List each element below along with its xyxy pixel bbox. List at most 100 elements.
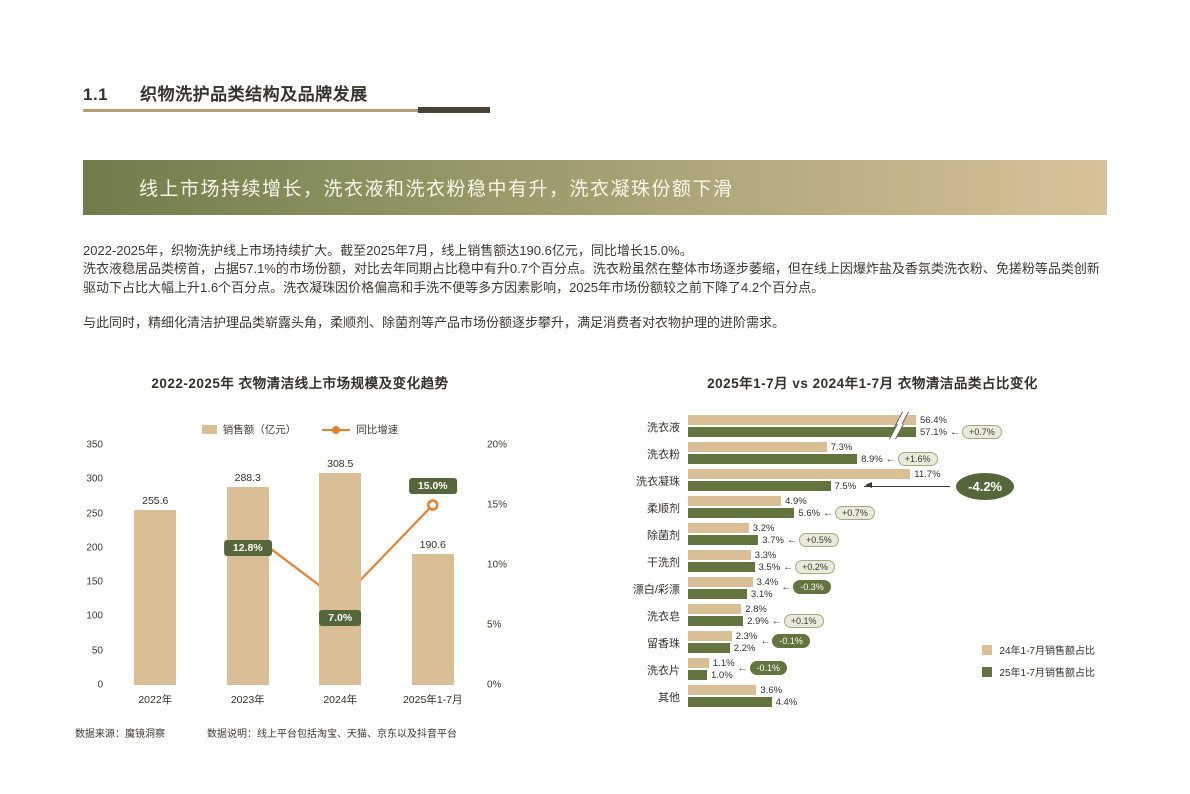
x-axis-label: 2024年 bbox=[323, 694, 358, 706]
category-bars: 3.4% ← -0.3% 3.1% bbox=[688, 576, 1125, 600]
category-row: 柔顺剂 4.9% 5.6% ← +0.7% bbox=[620, 495, 1125, 521]
bar-value-label: 7.3% bbox=[830, 441, 853, 453]
tan-swatch-icon bbox=[982, 644, 993, 655]
growth-rate-label: 15.0% bbox=[408, 478, 457, 494]
body-text: 2022-2025年，织物洗护线上市场持续扩大。截至2025年7月，线上销售额达… bbox=[83, 242, 1109, 333]
section-title: 织物洗护品类结构及品牌发展 bbox=[140, 85, 368, 104]
delta-badge: -0.1% bbox=[749, 660, 788, 676]
legend-label: 同比增速 bbox=[356, 424, 399, 436]
bar-value-label: 288.3 bbox=[234, 472, 261, 485]
delta-badge: -0.3% bbox=[793, 579, 831, 595]
delta-badge: -0.1% bbox=[772, 633, 810, 649]
data-source-note: 数据来源：魔镜洞察 bbox=[75, 729, 165, 740]
bar-line: 3.1% bbox=[688, 588, 1125, 600]
bar-value-label: 190.6 bbox=[419, 539, 446, 552]
category-label: 除菌剂 bbox=[647, 530, 680, 542]
delta-badge-large: -4.2% bbox=[956, 472, 1015, 500]
category-bars: 11.7% 7.5% -4.2% bbox=[688, 468, 1125, 500]
category-label: 洗衣凝珠 bbox=[636, 476, 680, 488]
category-label: 柔顺剂 bbox=[647, 503, 680, 515]
legend-label: 24年1-7月销售额占比 bbox=[999, 646, 1095, 657]
delta-badge: +0.7% bbox=[961, 424, 1002, 440]
underline-thin-bar bbox=[83, 109, 490, 112]
bar-value-label: 3.6% bbox=[760, 684, 783, 696]
bar-value-label: 3.7% bbox=[762, 534, 784, 546]
bar-value-label: 4.4% bbox=[775, 696, 798, 708]
arrow-left-icon: ← bbox=[885, 453, 896, 465]
bar-value-label: 4.9% bbox=[785, 495, 807, 507]
growth-rate-label: 12.8% bbox=[223, 540, 272, 557]
bar-value-label: 5.6% bbox=[798, 507, 821, 519]
y-axis-tick: 100 bbox=[86, 610, 103, 622]
bar-2024 bbox=[688, 577, 753, 587]
growth-rate-label: 7.0% bbox=[319, 610, 362, 626]
bar-line: 8.9% ← +1.6% bbox=[688, 451, 1125, 467]
bar-line: 11.7% bbox=[688, 468, 1125, 480]
y-axis-tick: 350 bbox=[86, 439, 103, 451]
arrow-left-icon: ← bbox=[771, 615, 782, 627]
bar-line: 1.0% bbox=[688, 669, 1125, 681]
bar-value-label: 3.3% bbox=[754, 549, 777, 561]
arrow-left-icon: ← bbox=[786, 534, 797, 546]
y-axis-tick: 20% bbox=[487, 439, 508, 451]
delta-badge: +1.6% bbox=[897, 451, 938, 467]
title-underline bbox=[83, 106, 490, 115]
category-row: 洗衣凝珠 11.7% 7.5% -4.2% bbox=[620, 468, 1125, 500]
bar-value-label: 2.9% bbox=[747, 615, 769, 627]
sales-bar bbox=[319, 473, 362, 685]
y-axis-right: 20% 15% 10% 5% 0% bbox=[479, 440, 519, 691]
y-axis-tick: 150 bbox=[86, 576, 103, 588]
bar-2024 bbox=[688, 631, 732, 641]
category-bars: 1.1% ← -0.1% 1.0% bbox=[688, 657, 1125, 681]
bar-value-label: 3.4% bbox=[756, 576, 779, 588]
arrow-left-icon: ← bbox=[823, 507, 834, 519]
category-bars: 4.9% 5.6% ← +0.7% bbox=[688, 495, 1125, 521]
delta-annotation: ← -0.3% bbox=[778, 579, 831, 595]
bar-line: 57.1% ← +0.7% bbox=[688, 424, 1125, 440]
bar-value-label: 11.7% bbox=[914, 468, 941, 480]
bar-line: 2.3% ← -0.1% bbox=[688, 630, 1125, 649]
bar-2025 bbox=[688, 670, 707, 680]
category-bars: 3.6% 4.4% bbox=[688, 684, 1125, 708]
category-label: 漂白/彩漂 bbox=[632, 584, 680, 596]
bar-2025 bbox=[688, 535, 759, 545]
bar-line: 3.2% bbox=[688, 522, 1125, 534]
category-bars: 2.8% 2.9% ← +0.1% bbox=[688, 603, 1125, 629]
legend-item-2024: 24年1-7月销售额占比 bbox=[982, 642, 1095, 657]
category-label: 干洗剂 bbox=[647, 557, 680, 569]
category-row: 洗衣液 56.4% 57.1% ← +0.7% bbox=[620, 412, 1125, 440]
y-axis-tick: 0 bbox=[97, 679, 103, 691]
bar-value-label: 2.8% bbox=[745, 603, 767, 615]
chart-legend: 24年1-7月销售额占比 25年1-7月销售额占比 bbox=[982, 642, 1095, 686]
legend-label: 销售额（亿元） bbox=[222, 424, 297, 436]
y-axis-tick: 0% bbox=[487, 679, 502, 691]
y-axis-tick: 200 bbox=[86, 542, 103, 554]
delta-annotation: ← -0.1% bbox=[735, 660, 788, 676]
section-number: 1.1 bbox=[83, 85, 109, 104]
bar-line: 3.5% ← +0.2% bbox=[688, 559, 1125, 575]
headline-text: 线上市场持续增长，洗衣液和洗衣粉稳中有升，洗衣凝珠份额下滑 bbox=[139, 179, 734, 200]
bar-value-label: 57.1% bbox=[920, 426, 947, 438]
bar-value-label: 3.2% bbox=[752, 522, 775, 534]
bar-2025 bbox=[688, 616, 744, 626]
bar-line: 2.2% bbox=[688, 642, 1125, 654]
category-bars: 2.3% ← -0.1% 2.2% bbox=[688, 630, 1125, 654]
plot-area: 255.6 288.3 308.5 190.6 12.8% 7.0% 15.0% bbox=[109, 445, 479, 685]
bar-line: 3.4% ← -0.3% bbox=[688, 576, 1125, 595]
x-axis-label: 2023年 bbox=[230, 694, 265, 706]
category-row: 洗衣片 1.1% ← -0.1% 1.0% bbox=[620, 657, 1125, 681]
arrow-left-icon: ← bbox=[760, 635, 771, 647]
bar-value-label: 3.1% bbox=[750, 588, 773, 600]
body-paragraph: 2022-2025年，织物洗护线上市场持续扩大。截至2025年7月，线上销售额达… bbox=[83, 243, 693, 258]
bar-slot: 190.6 bbox=[387, 539, 480, 685]
chart-legend: 销售额（亿元） 同比增速 bbox=[75, 422, 525, 437]
legend-label: 25年1-7月销售额占比 bbox=[999, 668, 1095, 679]
line-swatch-icon bbox=[322, 425, 351, 434]
category-label: 洗衣皂 bbox=[647, 611, 680, 623]
category-label: 洗衣片 bbox=[647, 665, 680, 677]
bar-2025 bbox=[688, 697, 772, 707]
bar-value-label: 56.4% bbox=[920, 414, 947, 426]
bar-value-label: 2.2% bbox=[733, 642, 756, 654]
category-row: 其他 3.6% 4.4% bbox=[620, 684, 1125, 708]
